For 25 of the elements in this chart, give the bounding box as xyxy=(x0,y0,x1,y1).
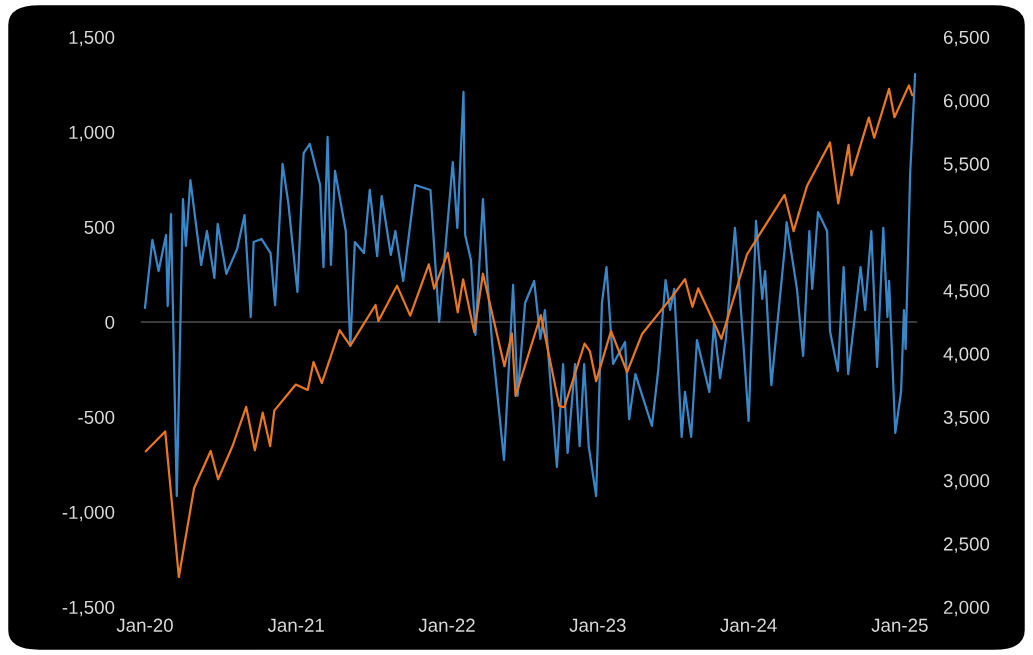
line-series xyxy=(143,72,917,498)
x-tick-label: Jan-25 xyxy=(871,618,928,632)
y2-tick-label: 2,500 xyxy=(943,537,990,553)
x-tick-label: Jan-20 xyxy=(116,618,173,632)
x-tick-label: Jan-24 xyxy=(720,618,777,632)
y2-tick-label: 5,000 xyxy=(943,220,990,237)
x-tick-label: Jan-23 xyxy=(569,618,626,632)
y2-tick-label: 3,500 xyxy=(943,410,990,427)
y2-tick-label: 6,000 xyxy=(943,94,990,110)
x-tick-label: Jan-22 xyxy=(418,618,475,632)
x-tick-label: Jan-21 xyxy=(267,618,324,632)
y-tick-label: 0 xyxy=(105,315,115,329)
y-tick-label: -500 xyxy=(78,410,115,424)
line-series xyxy=(144,84,914,579)
y2-tick-label: 4,000 xyxy=(943,347,990,363)
y2-tick-label: 5,500 xyxy=(943,157,990,173)
y-tick-label: -1,000 xyxy=(62,505,115,522)
y2-tick-label: 2,000 xyxy=(943,600,990,617)
y2-tick-label: 3,000 xyxy=(943,474,990,490)
y-tick-label: 500 xyxy=(84,220,115,234)
y2-tick-label: 4,500 xyxy=(943,284,990,300)
y-tick-label: -1,500 xyxy=(62,600,115,617)
y-tick-label: 1,000 xyxy=(69,125,115,142)
y-tick-label: 1,500 xyxy=(69,30,115,47)
y2-tick-label: 6,500 xyxy=(943,30,990,47)
